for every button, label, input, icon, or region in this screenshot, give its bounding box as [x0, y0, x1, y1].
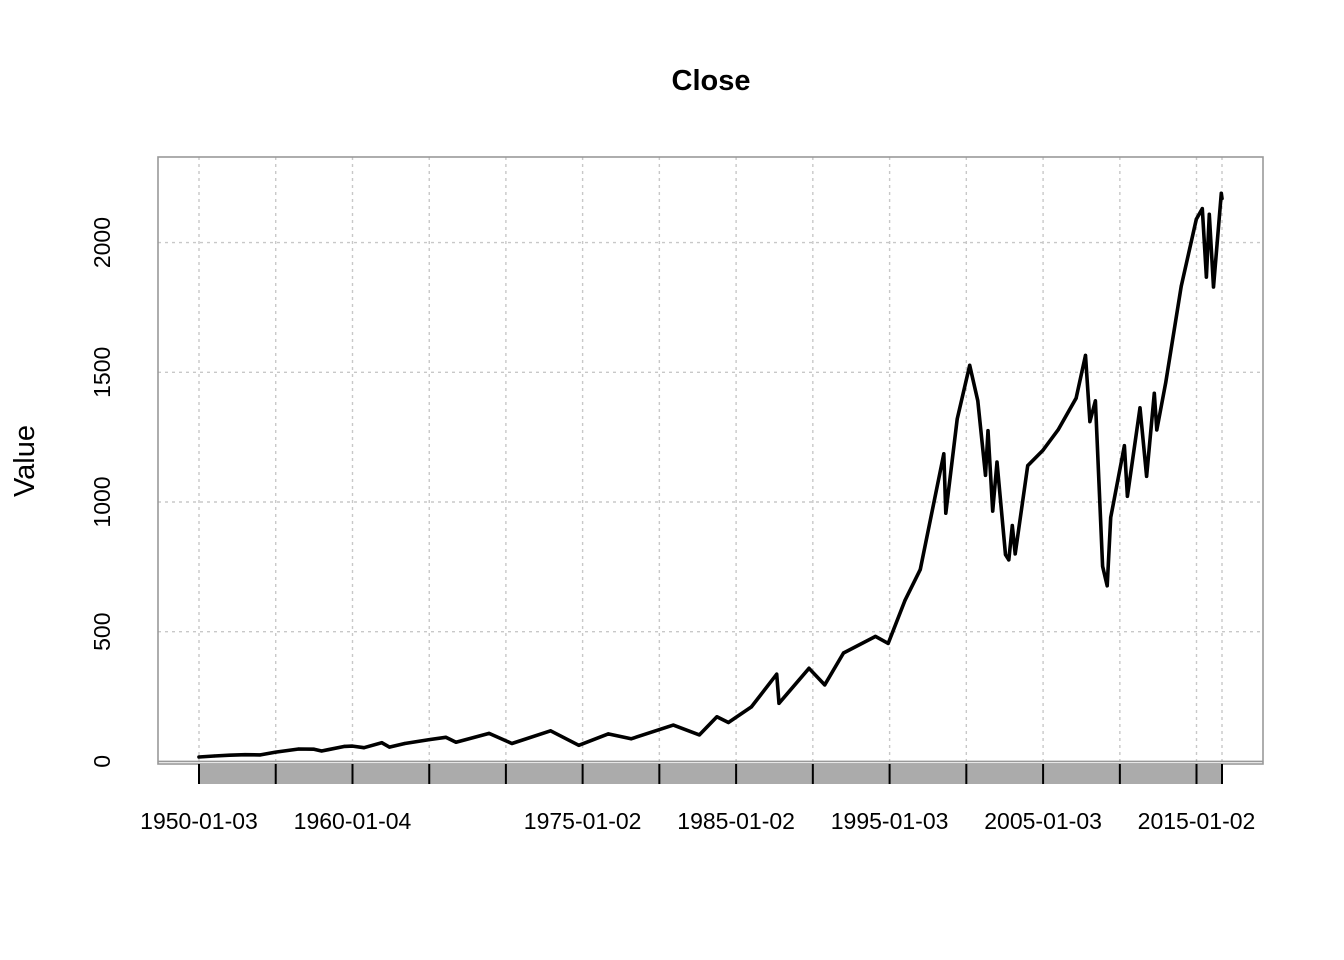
- data-point: [228, 753, 232, 757]
- y-axis-label: Value: [9, 425, 41, 497]
- y-tick-label: 0: [89, 755, 115, 768]
- data-point: [1125, 494, 1129, 498]
- data-point: [1164, 380, 1168, 384]
- data-point: [775, 672, 779, 676]
- grid-lines: [158, 157, 1263, 764]
- data-point: [1194, 217, 1198, 221]
- data-point: [841, 651, 846, 655]
- data-point: [197, 755, 201, 759]
- data-point: [258, 753, 262, 757]
- x-tick-label: 1995-01-03: [831, 808, 949, 834]
- data-point: [606, 732, 610, 736]
- data-point: [1220, 196, 1224, 201]
- data-point: [243, 753, 247, 757]
- y-tick-label: 500: [89, 613, 115, 651]
- data-point: [1010, 524, 1014, 528]
- data-point: [1074, 396, 1078, 400]
- data-point: [1026, 464, 1030, 468]
- data-point: [1083, 353, 1088, 357]
- data-point: [1155, 428, 1159, 432]
- data-point: [991, 509, 995, 513]
- data-point: [976, 399, 980, 403]
- data-point: [1109, 516, 1113, 520]
- data-point: [1056, 427, 1060, 431]
- data-point: [487, 731, 491, 736]
- data-point: [350, 744, 355, 748]
- data-point: [326, 748, 330, 752]
- data-point: [1138, 406, 1142, 410]
- data-point: [726, 720, 731, 725]
- data-point: [697, 733, 702, 737]
- series-layer: [197, 191, 1224, 759]
- data-point: [968, 363, 972, 367]
- data-point: [380, 741, 384, 745]
- data-point: [986, 429, 990, 433]
- data-point: [1152, 391, 1156, 395]
- data-point: [886, 641, 890, 646]
- data-point: [274, 750, 278, 754]
- data-point: [1219, 191, 1223, 195]
- x-tick-label: 1975-01-02: [524, 808, 642, 834]
- data-point: [749, 705, 754, 709]
- data-point: [320, 749, 324, 753]
- data-point: [427, 738, 431, 742]
- data-point: [1200, 207, 1204, 211]
- x-axis: 1950-01-03 1960-01-04 1975-01-02 1985-01-02…: [140, 764, 1255, 834]
- x-tick-label: 2015-01-02: [1138, 808, 1256, 834]
- data-point: [403, 741, 407, 746]
- data-point: [387, 745, 391, 749]
- y-axis: 0 500 1000 1500 2000: [89, 217, 115, 768]
- x-tick-label: 1960-01-04: [294, 808, 412, 834]
- data-point: [362, 746, 366, 750]
- data-point: [1007, 558, 1011, 562]
- data-point: [212, 754, 216, 758]
- data-point: [942, 452, 946, 456]
- data-point: [1207, 212, 1211, 216]
- data-point: [1093, 399, 1097, 403]
- data-point: [1179, 284, 1183, 288]
- data-point: [1088, 420, 1092, 424]
- data-point: [1013, 552, 1017, 556]
- x-tick-label: 1950-01-03: [140, 808, 258, 834]
- y-tick-label: 1500: [89, 347, 115, 398]
- x-tick-label: 2005-01-03: [984, 808, 1102, 834]
- data-point: [1211, 285, 1216, 289]
- x-tick-label: 1985-01-02: [677, 808, 795, 834]
- data-point: [1041, 448, 1045, 452]
- data-point: [510, 741, 514, 746]
- data-point: [454, 740, 458, 744]
- data-point: [873, 634, 878, 639]
- data-point: [577, 743, 581, 747]
- data-point: [715, 715, 719, 719]
- data-point: [549, 729, 553, 733]
- data-point: [1122, 444, 1126, 448]
- data-point: [903, 599, 907, 603]
- data-point: [823, 683, 827, 687]
- data-point: [777, 701, 781, 705]
- data-point: [671, 723, 675, 727]
- y-tick-label: 2000: [89, 217, 115, 268]
- data-point: [1204, 275, 1208, 279]
- data-point: [1145, 474, 1149, 478]
- data-point: [629, 737, 633, 741]
- data-point: [918, 567, 922, 572]
- data-point: [1003, 553, 1008, 557]
- data-point: [444, 735, 448, 739]
- data-point: [312, 747, 316, 751]
- data-point: [1105, 584, 1109, 588]
- data-point: [983, 473, 988, 477]
- data-point: [343, 744, 347, 749]
- data-point: [1101, 564, 1105, 568]
- y-tick-label: 1000: [89, 476, 115, 527]
- data-point: [955, 417, 959, 421]
- data-point: [944, 511, 948, 515]
- data-point: [995, 460, 999, 464]
- chart-title: Close: [672, 65, 751, 97]
- data-point: [807, 666, 811, 670]
- data-point: [297, 747, 301, 751]
